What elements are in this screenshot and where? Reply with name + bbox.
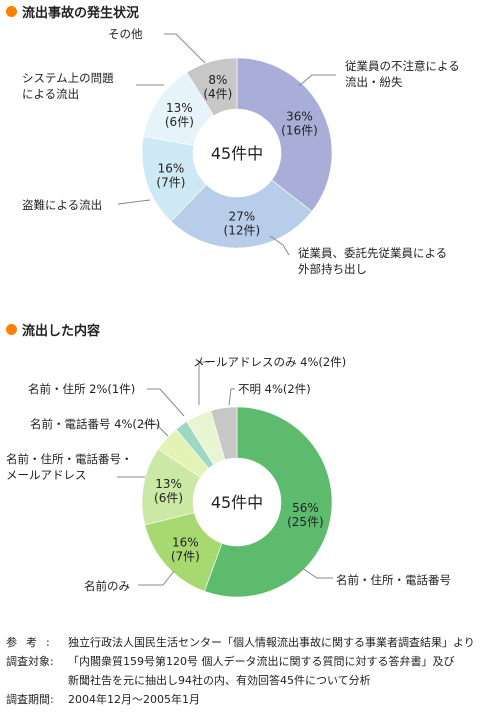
chart1-slice-count-3: (7件) [156, 175, 185, 189]
chart1-leader-line-1 [298, 74, 336, 87]
chart1-slice-pct-1: 36% [286, 110, 313, 124]
chart2-slice-label-6: メールアドレスのみ 4%(2件) [193, 355, 346, 369]
chart1-leader-line-2 [269, 235, 290, 256]
chart2-slice-1 [204, 406, 333, 598]
chart1-slice-count-1: (16件) [281, 124, 318, 138]
note-reference: 参考: 独立行政法人国民生活センター「個人情報流出事故に関する事業者調査結果」よ… [6, 636, 475, 649]
chart2-slice-7 [210, 406, 238, 461]
donut-charts: 36%(16件)27%(12件)16%(7件)13%(6件)8%(4件)45件中… [6, 27, 460, 598]
chart1-slice-5 [186, 57, 238, 117]
chart1-slice-label-1: 従業員の不注意による [345, 59, 460, 73]
chart1-slice-count-4: (6件) [165, 115, 194, 129]
chart2-slice-label-1: 名前・住所・電話番号 [336, 573, 451, 587]
chart2-slice-label-2: 名前のみ [84, 579, 130, 593]
chart1-leader-line-3 [117, 199, 151, 205]
bullet-dot-icon [6, 6, 17, 17]
chart2-heading: 流出した内容 [6, 320, 100, 339]
chart2-slice-label-5: 名前・住所 2%(1件) [28, 382, 135, 396]
chart1-slice-1 [236, 57, 333, 212]
chart2-slice-label-3: メールアドレス [6, 468, 87, 482]
note-target-cont: 新聞社告を元に抽出し94社の内、有効回答45件について分析 [68, 674, 371, 687]
chart2-leader-line-5 [147, 388, 185, 417]
chart2-slice-pct-2: 16% [172, 536, 199, 550]
chart1-slice-label-2: 外部持ち出し [298, 262, 367, 276]
chart2-slice-label-4: 名前・電話番号 4%(2件) [30, 417, 160, 431]
chart1-slice-2 [170, 179, 313, 249]
chart1-leader-line-5 [164, 33, 206, 64]
chart2-slice-count-3: (6件) [154, 491, 183, 505]
chart1-slice-count-5: (4件) [203, 87, 232, 101]
chart1-slice-pct-5: 8% [208, 73, 227, 87]
chart1-slice-label-1: 流出・紛失 [345, 75, 403, 89]
note-period: 調査期間: 2004年12月〜2005年1月 [6, 693, 200, 706]
chart2-leader-line-2 [138, 570, 175, 586]
chart1-slice-label-2: 従業員、委託先従業員による [298, 246, 447, 260]
chart1-slice-label-4: システム上の問題 [22, 71, 114, 85]
chart2-leader-line-1 [301, 567, 333, 579]
chart1-slice-pct-2: 27% [229, 209, 256, 223]
chart1-slice-label-4: による流出 [22, 87, 79, 101]
chart1-slice-count-2: (12件) [224, 223, 261, 237]
footnotes: 参考: 独立行政法人国民生活センター「個人情報流出事故に関する事業者調査結果」よ… [6, 633, 475, 709]
chart2-slice-pct-3: 13% [155, 477, 182, 491]
chart2-leader-line-6 [198, 361, 210, 405]
chart1-center-label: 45件中 [211, 144, 263, 163]
chart2-leader-line-7 [228, 388, 235, 406]
chart2-leader-line-4 [141, 423, 169, 437]
chart1-title: 流出事故の発生状況 [22, 6, 140, 21]
note-target: 調査対象: 「内閣衆質159号第120号 個人データ流出に関する質問に対する答弁… [6, 655, 455, 668]
chart1-slice-label-3: 盗難による流出 [22, 198, 102, 212]
chart2-slice-count-2: (7件) [171, 550, 200, 564]
chart1-heading: 流出事故の発生状況 [6, 2, 139, 21]
chart2-slice-count-1: (25件) [287, 515, 324, 529]
chart2-slice-pct-1: 56% [292, 501, 319, 515]
chart1-slice-pct-4: 13% [166, 101, 193, 115]
chart2-center-label: 45件中 [211, 493, 263, 512]
chart2-slice-label-7: 不明 4%(2件) [238, 382, 311, 396]
chart2-title: 流出した内容 [22, 324, 101, 339]
chart1-slice-label-5: その他 [108, 27, 143, 41]
chart1-slice-pct-3: 16% [158, 161, 185, 175]
bullet-dot-icon [6, 324, 17, 335]
chart2-slice-label-3: 名前・住所・電話番号・ [6, 452, 133, 466]
